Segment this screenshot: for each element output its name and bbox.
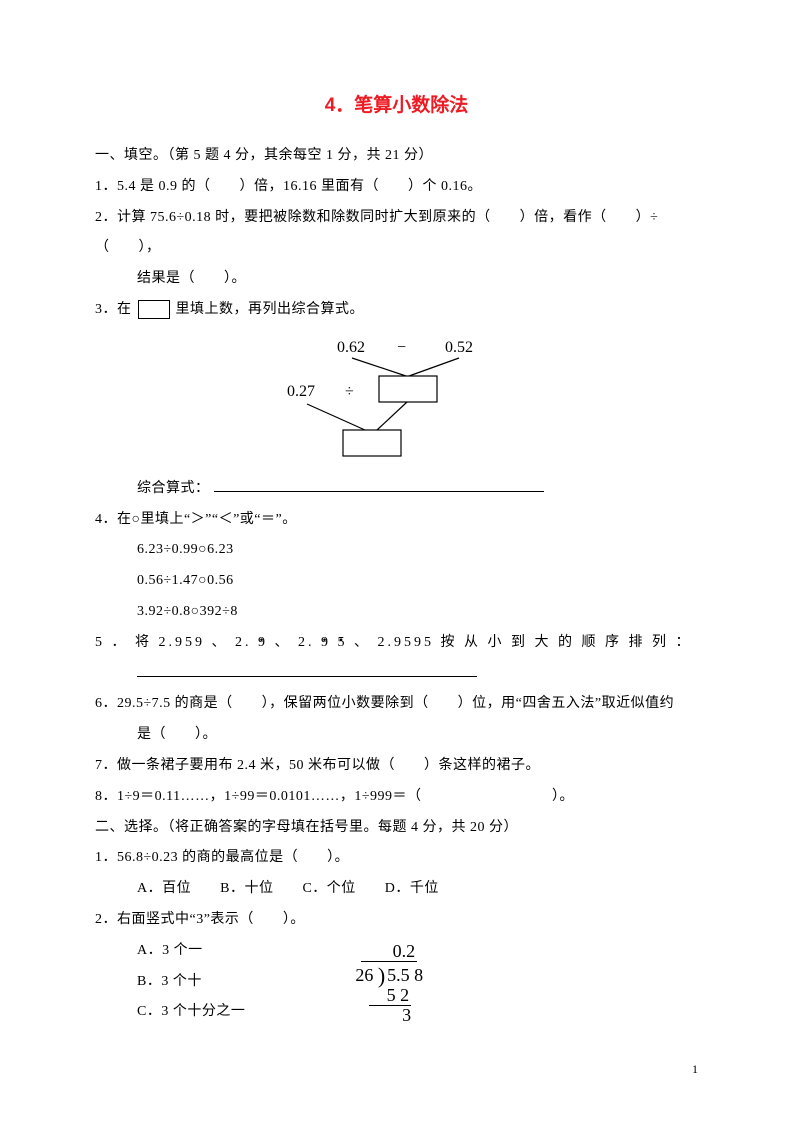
s2q1-opts: A．百位 B．十位 C．个位 D．千位 xyxy=(95,874,698,905)
q2-line1: 2．计算 75.6÷0.18 时，要把被除数和除数同时扩大到原来的（ ）倍，看作… xyxy=(95,203,698,265)
diag-top-left: 0.62 xyxy=(337,339,365,356)
q4: 4．在○里填上“＞”“＜”或“＝”。 xyxy=(95,505,698,536)
q6-line1: 6．29.5÷7.5 的商是（ ），保留两位小数要除到（ ）位，用“四舍五入法”… xyxy=(95,689,698,720)
q3-blank-line xyxy=(214,491,544,492)
q4c: 3.92÷0.8○392÷8 xyxy=(95,597,698,628)
diag-top-right: 0.52 xyxy=(445,339,473,356)
ld-dividend: 5.5 8 xyxy=(385,965,423,985)
q5-mid1: 、 2. xyxy=(268,635,321,650)
diag-box-top xyxy=(379,376,437,402)
s2q2: 2．右面竖式中“3”表示（ ）。 xyxy=(95,905,698,936)
s2q2b: B．3 个十 xyxy=(95,967,245,998)
q5: 5 ． 将 2.959 、 2. 9 、 2. 9 5 、 2.9595 按 从… xyxy=(95,628,698,659)
q5-gap xyxy=(331,635,338,650)
q8: 8．1÷9＝0.11……，1÷99＝0.0101……，1÷999＝（ ）。 xyxy=(95,782,698,813)
q4b: 0.56÷1.47○0.56 xyxy=(95,566,698,597)
q4a: 6.23÷0.99○6.23 xyxy=(95,535,698,566)
q3-composite-label: 综合算式： xyxy=(137,481,210,496)
s2q2a: A．3 个一 xyxy=(95,936,245,967)
q6-line2: 是（ ）。 xyxy=(95,720,698,751)
q3-suffix: 里填上数，再列出综合算式。 xyxy=(176,302,365,317)
q5-dot2a: 9 xyxy=(321,635,331,650)
q7: 7．做一条裙子要用布 2.4 米，50 米布可以做（ ）条这样的裙子。 xyxy=(95,751,698,782)
page-title: 4．笔算小数除法 xyxy=(95,90,698,117)
q3-prefix: 3．在 xyxy=(95,302,132,317)
q2-line2: 结果是（ ）。 xyxy=(95,264,698,295)
ld-sub: 5 2 xyxy=(369,985,412,1006)
q5-dot1: 9 xyxy=(258,635,268,650)
ld-paren: ) xyxy=(378,964,385,988)
q3: 3．在 里填上数，再列出综合算式。 xyxy=(95,295,698,326)
ld-quot: 0.2 xyxy=(361,941,418,962)
q5-mid2: 、 2.9595 按 从 小 到 大 的 顺 序 排 列 ： xyxy=(348,635,693,650)
q5-blank xyxy=(95,659,698,690)
diag-top-op: − xyxy=(397,339,406,356)
diag-box-bottom xyxy=(343,430,401,456)
long-division-figure: 0.2 26 )5.5 8 5 2 3 xyxy=(355,942,423,1026)
s2q2c: C．3 个十分之一 xyxy=(95,997,245,1028)
q1: 1．5.4 是 0.9 的（ ）倍，16.16 里面有（ ）个 0.16。 xyxy=(95,172,698,203)
q5-pre: 5 ． 将 2.959 、 2. xyxy=(95,635,258,650)
q3-composite: 综合算式： xyxy=(95,474,698,505)
page-number: 1 xyxy=(692,1062,698,1077)
s2q1: 1．56.8÷0.23 的商的最高位是（ ）。 xyxy=(95,843,698,874)
diag-left-val: 0.27 xyxy=(287,383,315,400)
ld-divisor: 26 xyxy=(355,965,373,985)
q3-diagram: 0.62 − 0.52 0.27 ÷ xyxy=(95,334,698,464)
q5-blank-line xyxy=(137,676,477,677)
section2-header: 二、选择。（将正确答案的字母填在括号里。每题 4 分，共 20 分） xyxy=(95,813,698,844)
q5-dot2b: 5 xyxy=(338,635,348,650)
section1-header: 一、填空。（第 5 题 4 分，其余每空 1 分，共 21 分） xyxy=(95,141,698,172)
q3-inline-box xyxy=(138,300,170,319)
ld-rem: 3 xyxy=(355,1006,423,1026)
diag-left-op: ÷ xyxy=(345,383,354,400)
